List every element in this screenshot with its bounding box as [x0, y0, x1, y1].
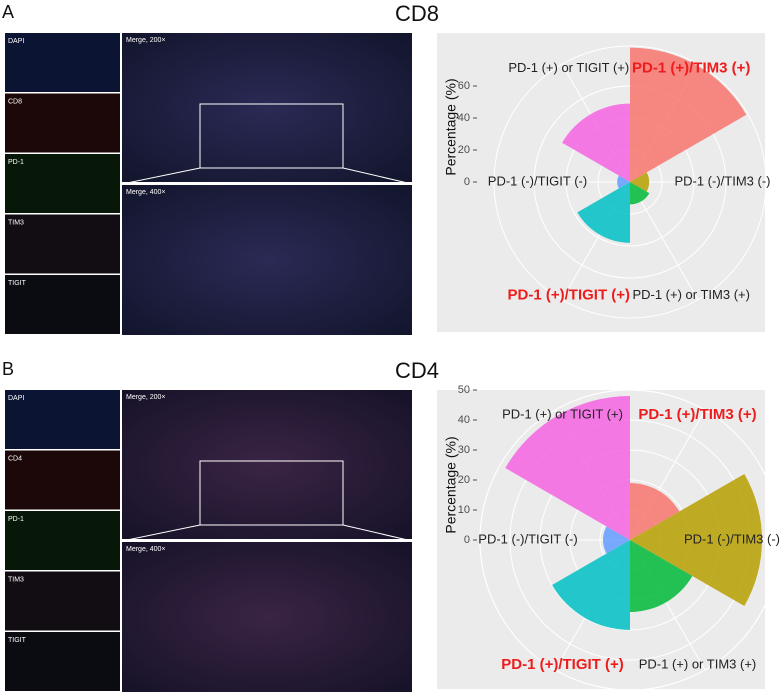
- wedge: [603, 526, 630, 554]
- spoke: [629, 181, 699, 301]
- channel-image: [5, 571, 120, 631]
- merge-image: [122, 185, 412, 335]
- channel-image: [5, 450, 120, 510]
- channel-label: CD4: [8, 455, 22, 462]
- y-tick-label: 60: [458, 80, 470, 92]
- channel-label: DAPI: [8, 38, 24, 45]
- channel-image: [5, 93, 120, 153]
- channel-label: TIM3: [8, 219, 24, 226]
- channel-image: [5, 154, 120, 213]
- y-tick-label: 20: [458, 474, 470, 486]
- chart-title: CD8: [395, 1, 439, 26]
- merge-image: [122, 542, 412, 692]
- category-label: PD-1 (-)/TIM3 (-): [684, 531, 780, 546]
- channel-label: PD-1: [8, 159, 24, 166]
- category-label: PD-1 (+) or TIGIT (+): [508, 60, 629, 75]
- category-label: PD-1 (+) or TIM3 (+): [639, 657, 757, 672]
- category-label: PD-1 (+)/TIM3 (+): [632, 60, 750, 77]
- merge-label: Merge, 200×: [126, 37, 166, 44]
- channel-label: CD8: [8, 98, 22, 105]
- merge-label: Merge, 400×: [126, 546, 166, 553]
- y-tick-label: 0: [464, 534, 470, 546]
- category-label: PD-1 (+) or TIM3 (+): [632, 287, 750, 302]
- category-label: PD-1 (+)/TIM3 (+): [638, 406, 756, 423]
- zoom-box: [199, 103, 344, 169]
- category-label: PD-1 (+)/TIGIT (+): [508, 286, 631, 303]
- wedge: [577, 182, 630, 243]
- channel-image: [5, 33, 120, 92]
- y-axis-title: Percentage (%): [443, 78, 459, 175]
- y-tick-label: 0: [464, 176, 470, 188]
- wedge: [630, 182, 650, 205]
- merge-label: Merge, 200×: [126, 394, 166, 401]
- y-tick-label: 50: [458, 384, 470, 396]
- y-tick-label: 40: [458, 112, 470, 124]
- wedge: [630, 540, 693, 612]
- y-tick-label: 30: [458, 444, 470, 456]
- chart-title: CD4: [395, 358, 439, 383]
- channel-label: TIGIT: [8, 280, 27, 287]
- wedge: [552, 540, 630, 630]
- channel-image: [5, 275, 120, 334]
- category-label: PD-1 (+)/TIGIT (+): [501, 656, 624, 673]
- y-tick-label: 20: [458, 144, 470, 156]
- channel-label: TIGIT: [8, 637, 27, 644]
- category-label: PD-1 (+) or TIGIT (+): [502, 406, 623, 421]
- zoom-box: [199, 460, 344, 526]
- zoom-line: [121, 524, 201, 542]
- channel-image: [5, 390, 120, 449]
- channel-image: [5, 511, 120, 570]
- merge-image: [122, 390, 412, 539]
- panel-letter: B: [2, 359, 14, 379]
- category-label: PD-1 (-)/TIGIT (-): [478, 531, 577, 546]
- y-tick-label: 10: [458, 504, 470, 516]
- zoom-line: [342, 167, 413, 185]
- merge-label: Merge, 400×: [126, 189, 166, 196]
- panel-letter: A: [2, 2, 14, 22]
- merge-image: [122, 33, 412, 182]
- wedge: [630, 172, 650, 192]
- channel-label: PD-1: [8, 516, 24, 523]
- zoom-line: [342, 524, 413, 542]
- category-label: PD-1 (-)/TIM3 (-): [674, 173, 770, 188]
- wedge: [505, 396, 630, 540]
- wedge: [630, 47, 747, 182]
- category-label: PD-1 (-)/TIGIT (-): [488, 173, 587, 188]
- y-axis-title: Percentage (%): [443, 436, 459, 533]
- wedge: [562, 103, 630, 182]
- zoom-line: [121, 167, 201, 185]
- y-tick-label: 40: [458, 414, 470, 426]
- wedge: [630, 483, 680, 540]
- channel-image: [5, 632, 120, 691]
- wedge: [630, 474, 762, 606]
- channel-label: TIM3: [8, 576, 24, 583]
- channel-label: DAPI: [8, 395, 24, 402]
- wedge: [617, 175, 630, 189]
- channel-image: [5, 214, 120, 274]
